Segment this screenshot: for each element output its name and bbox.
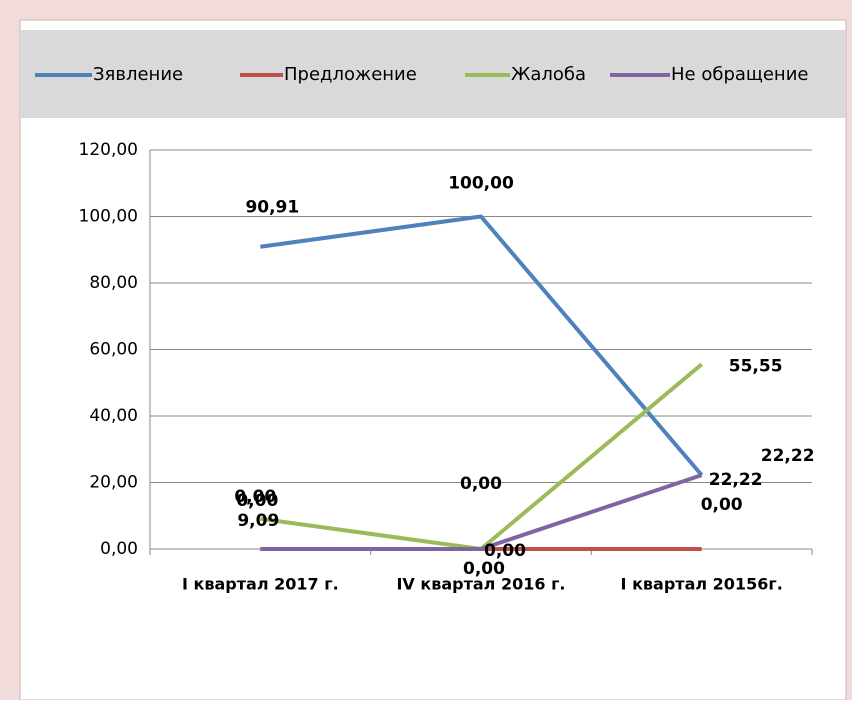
legend-label: Зявление — [93, 64, 183, 85]
y-tick-label: 0,00 — [100, 539, 138, 559]
x-tick-label: I квартал 20156г. — [621, 575, 783, 594]
x-tick-label: IV квартал 2016 г. — [396, 575, 565, 594]
data-label: 0,00 — [484, 541, 526, 561]
y-tick-label: 40,00 — [89, 406, 138, 426]
data-label: 0,00 — [236, 491, 278, 511]
y-tick-label: 80,00 — [89, 273, 138, 293]
y-tick-label: 60,00 — [89, 340, 138, 360]
data-label: 90,91 — [245, 198, 299, 218]
data-label: 22,22 — [761, 446, 815, 466]
series-line — [260, 473, 703, 551]
y-tick-label: 120,00 — [79, 140, 138, 160]
chart-panel — [19, 19, 847, 701]
data-label: 9,09 — [237, 511, 279, 531]
legend-label: Не обращение — [671, 64, 808, 85]
legend-label: Предложение — [284, 64, 417, 85]
series-line — [260, 214, 704, 477]
x-tick-label: I квартал 2017 г. — [182, 575, 339, 594]
y-tick-label: 20,00 — [89, 473, 138, 493]
data-label: 0,00 — [234, 487, 276, 507]
data-label: 0,00 — [460, 474, 502, 494]
data-label: 0,00 — [701, 495, 743, 515]
data-label: 55,55 — [729, 356, 783, 376]
legend-label: Жалоба — [511, 64, 586, 85]
y-tick-label: 100,00 — [79, 207, 138, 227]
legend-box — [20, 30, 846, 118]
data-label: 22,22 — [709, 470, 763, 490]
data-label: 100,00 — [448, 174, 514, 194]
data-label: 0,00 — [463, 559, 505, 579]
